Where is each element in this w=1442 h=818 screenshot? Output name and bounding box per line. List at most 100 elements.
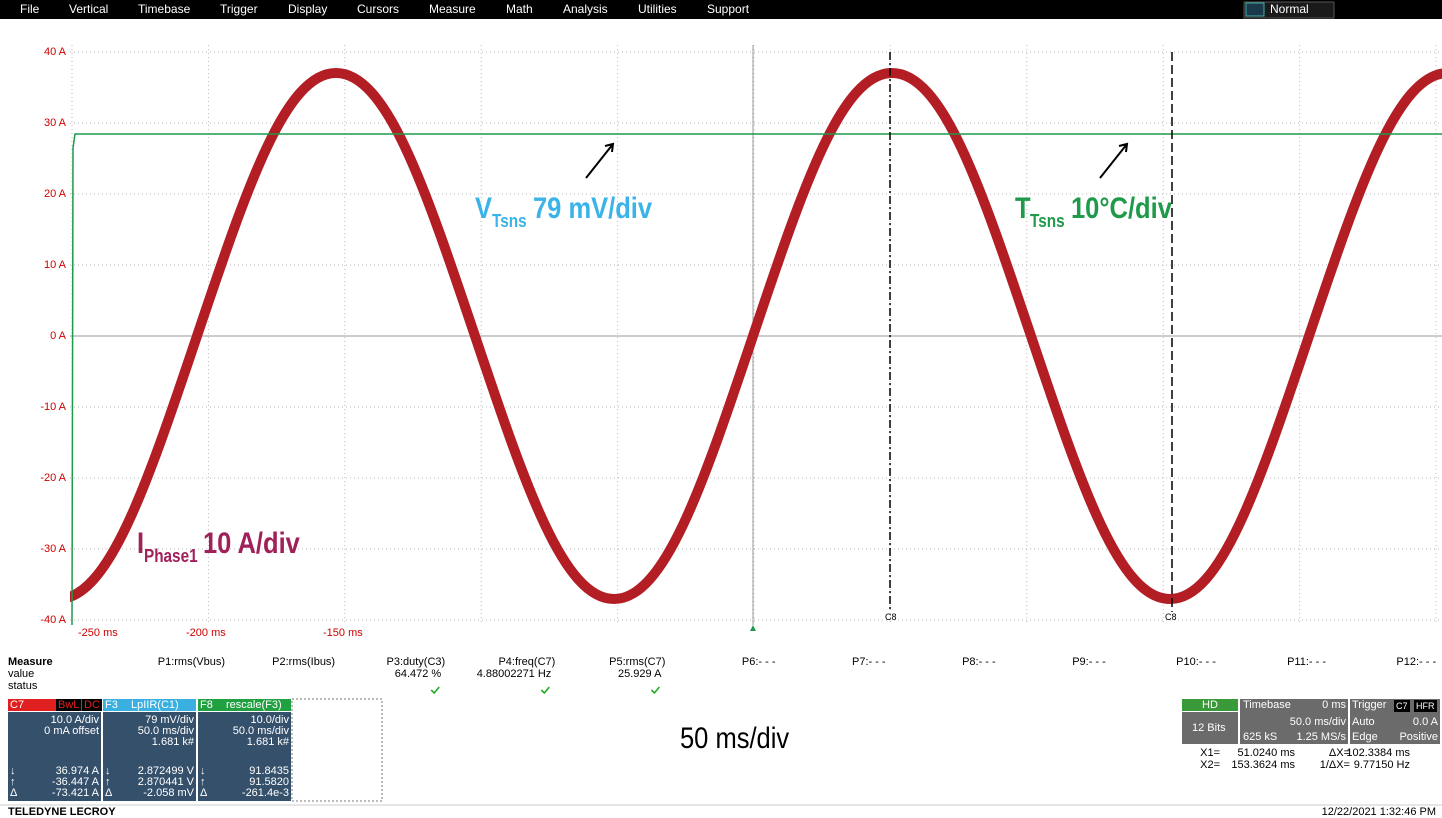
menu-item[interactable]: Display — [288, 2, 328, 16]
cursor-readout: 102.3384 ms — [1346, 747, 1410, 759]
trigger-mode: Auto — [1352, 716, 1375, 728]
stat-value: 91.5820 — [249, 776, 289, 788]
annotation-subscript: Tsns — [1030, 211, 1065, 231]
measure-header: P11:- - - — [1287, 656, 1326, 668]
menu-item[interactable]: Analysis — [563, 2, 608, 16]
menu-item[interactable]: Trigger — [220, 2, 258, 16]
channel-scale: 10.0/div — [250, 714, 289, 726]
measure-header: P8:- - - — [962, 656, 996, 668]
hd-label: HD — [1202, 699, 1218, 711]
y-axis-label: -30 A — [40, 543, 66, 555]
measure-header: P9:- - - — [1072, 656, 1106, 668]
channel-tag: rescale(F3) — [226, 699, 282, 711]
timebase-label: 50 ms/div — [680, 722, 790, 755]
annotation: I — [137, 527, 145, 560]
brand: TELEDYNE LECROY — [8, 806, 116, 818]
annotation: T — [1015, 192, 1031, 225]
x-axis-label: -200 ms — [186, 627, 226, 639]
y-axis-label: 30 A — [43, 117, 66, 129]
measure-header: P1:rms(Vbus) — [157, 656, 225, 668]
channel-id: F3 — [105, 699, 118, 711]
stat-value: 91.8435 — [249, 765, 289, 777]
x-axis-label: -150 ms — [323, 627, 363, 639]
annotation: V — [475, 192, 493, 225]
stat-value: -261.4e-3 — [241, 787, 289, 799]
stat-symbol: Δ — [200, 787, 208, 799]
row-label: value — [8, 668, 35, 680]
channel-scale: 50.0 ms/div — [232, 725, 289, 737]
trigger-marker — [750, 625, 756, 631]
menu-item[interactable]: Measure — [429, 2, 476, 16]
channel-scale: 10.0 A/div — [50, 714, 99, 726]
measure-header: P10:- - - — [1176, 656, 1216, 668]
trigger-slope: Positive — [1399, 731, 1438, 743]
timestamp: 12/22/2021 1:32:46 PM — [1321, 806, 1436, 818]
timebase-title: Timebase — [1243, 699, 1291, 711]
channel-id: F8 — [200, 699, 213, 711]
arrow — [1099, 142, 1129, 179]
menu-item[interactable]: Support — [707, 2, 750, 16]
mode-label[interactable]: Normal — [1270, 2, 1309, 16]
y-axis-label: 20 A — [43, 188, 66, 200]
measure-header: P3:duty(C3) — [386, 656, 446, 668]
measure-title: Measure — [8, 656, 53, 668]
menu-item[interactable]: Cursors — [357, 2, 400, 16]
sample-count: 625 kS — [1243, 731, 1278, 743]
measure-header: P7:- - - — [851, 656, 886, 668]
annotation-subscript: Phase1 — [143, 546, 198, 566]
cursor-readout: X2= — [1200, 759, 1220, 771]
menu-item[interactable]: File — [20, 2, 40, 16]
trigger-title: Trigger — [1352, 699, 1387, 711]
measure-header: P12:- - - — [1396, 656, 1437, 668]
measure-value: 25.929 A — [617, 668, 662, 680]
menu-bar — [0, 0, 1442, 19]
timebase-box — [1240, 699, 1348, 744]
hd-header — [1182, 699, 1238, 711]
y-axis-label: -10 A — [40, 401, 66, 413]
arrow — [585, 142, 615, 179]
temperature-trace — [71, 133, 1442, 625]
channel-scale: 79 mV/div — [145, 714, 194, 726]
channel-body — [103, 712, 196, 801]
channel-body — [198, 712, 291, 801]
channel-scale: 50.0 ms/div — [137, 725, 194, 737]
cursor-label: C8 — [885, 612, 897, 622]
stat-value: -36.447 A — [51, 776, 99, 788]
cursor-label: C8 — [1165, 612, 1177, 622]
menu-item[interactable]: Utilities — [638, 2, 677, 16]
trigger-type: Edge — [1352, 731, 1378, 743]
channel-header — [198, 699, 291, 711]
status-check — [650, 686, 661, 695]
x-axis-label: -250 ms — [78, 627, 118, 639]
y-axis-label: 10 A — [43, 259, 66, 271]
annotation: 10 A/div — [203, 527, 301, 560]
measure-header: P4:freq(C7) — [498, 656, 556, 668]
measure-value: 64.472 % — [394, 668, 442, 680]
menu-item[interactable]: Vertical — [69, 2, 109, 16]
cursor-readout: ΔX= — [1328, 747, 1350, 759]
trigger-level: 0.0 A — [1412, 716, 1438, 728]
phase-current-trace — [70, 67, 1442, 605]
cursor-readout: 51.0240 ms — [1237, 747, 1295, 759]
channel-scale: 1.681 k# — [246, 736, 289, 748]
mode-icon — [1245, 2, 1265, 17]
menu-item[interactable]: Timebase — [138, 2, 191, 16]
y-axis-label: -40 A — [40, 614, 66, 626]
traces — [70, 67, 1442, 625]
channel-tag: BwL — [56, 699, 82, 711]
mode-button[interactable] — [1243, 1, 1335, 19]
channel-scale: 0 mA offset — [44, 725, 99, 737]
channel-header — [103, 699, 196, 711]
annotation: 79 mV/div — [532, 192, 652, 225]
channel-id: C7 — [10, 699, 25, 711]
measure-value: 4.88002271 Hz — [476, 668, 552, 680]
measure-header: P2:rms(Ibus) — [272, 656, 336, 668]
stat-value: 2.872499 V — [137, 765, 194, 777]
stat-symbol: ↑ — [105, 776, 111, 788]
stat-symbol: ↓ — [200, 765, 206, 777]
annotation: 10°C/div — [1071, 192, 1173, 225]
trigger-source: C7 — [1394, 700, 1410, 712]
menu-item[interactable]: Math — [506, 2, 533, 16]
